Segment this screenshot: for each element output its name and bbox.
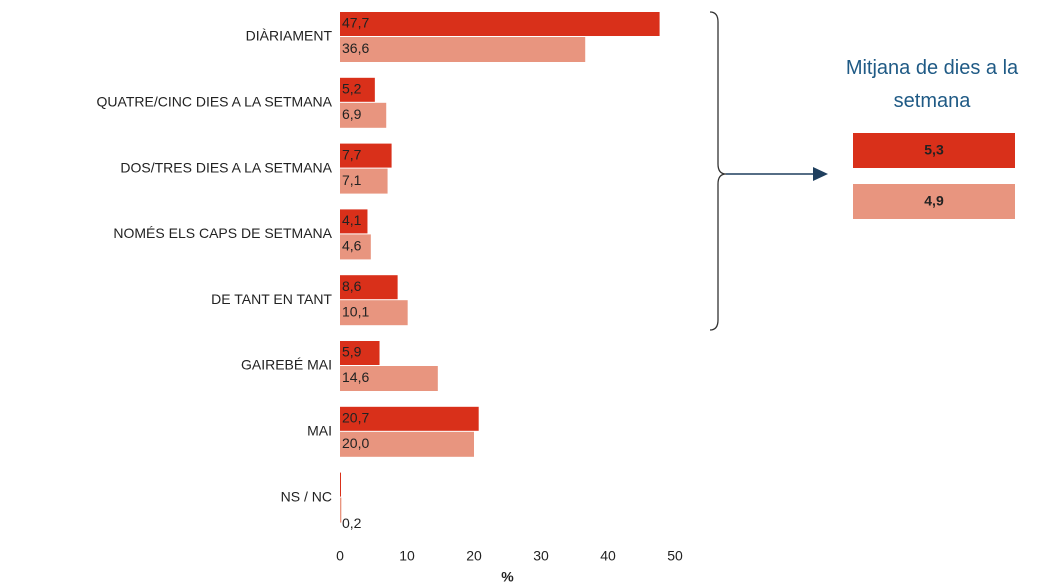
category-label: DOS/TRES DIES A LA SETMANA [120, 159, 332, 175]
value-label: 20,7 [342, 410, 369, 426]
x-tick-label: 20 [466, 548, 482, 564]
value-label: 4,6 [342, 238, 362, 254]
x-tick-label: 50 [667, 548, 683, 564]
bar [340, 102, 387, 128]
value-label: 8,6 [342, 278, 362, 294]
value-label: 0,2 [342, 515, 362, 531]
bar [340, 472, 341, 497]
x-tick-label: 0 [336, 548, 344, 564]
category-label: DE TANT EN TANT [211, 291, 332, 307]
value-label: 10,1 [342, 303, 369, 319]
bar [340, 143, 392, 168]
summary-box [853, 133, 1015, 168]
value-label: 47,7 [342, 15, 369, 31]
bracket [709, 11, 727, 331]
bar [340, 12, 660, 36]
summary-value: 5,3 [924, 142, 944, 158]
bar [340, 341, 380, 365]
bar [340, 300, 408, 326]
bar [340, 168, 388, 194]
x-axis-label: % [501, 569, 514, 585]
value-label: 7,7 [342, 146, 362, 162]
x-tick-label: 30 [533, 548, 549, 564]
bar [340, 234, 371, 260]
bar [340, 406, 479, 431]
value-label: 14,6 [342, 369, 369, 385]
bar [340, 275, 398, 300]
category-label: NOMÉS ELS CAPS DE SETMANA [113, 225, 332, 241]
value-label: 20,0 [342, 435, 369, 451]
x-tick-label: 10 [399, 548, 415, 564]
bar [340, 37, 586, 62]
value-label: 4,1 [342, 212, 362, 228]
summary-value: 4,9 [924, 193, 944, 209]
category-label: DIÀRIAMENT [246, 28, 333, 44]
arrow-head [813, 167, 828, 181]
bar [340, 431, 474, 457]
summary-title: Mitjana de dies a la setmana [845, 57, 1019, 112]
value-label: 5,9 [342, 344, 362, 360]
value-label: 7,1 [342, 172, 362, 188]
category-label: GAIREBÉ MAI [241, 357, 332, 373]
value-label: 36,6 [342, 40, 369, 56]
bar [340, 497, 342, 523]
value-label: 5,2 [342, 81, 362, 97]
bar [340, 209, 368, 234]
value-label: 6,9 [342, 106, 362, 122]
bar [340, 77, 375, 102]
category-label: NS / NC [281, 488, 332, 504]
x-tick-label: 40 [600, 548, 616, 564]
bar [340, 366, 438, 391]
category-label: QUATRE/CINC DIES A LA SETMANA [97, 94, 333, 110]
category-label: MAI [307, 423, 332, 439]
summary-box [853, 184, 1015, 219]
